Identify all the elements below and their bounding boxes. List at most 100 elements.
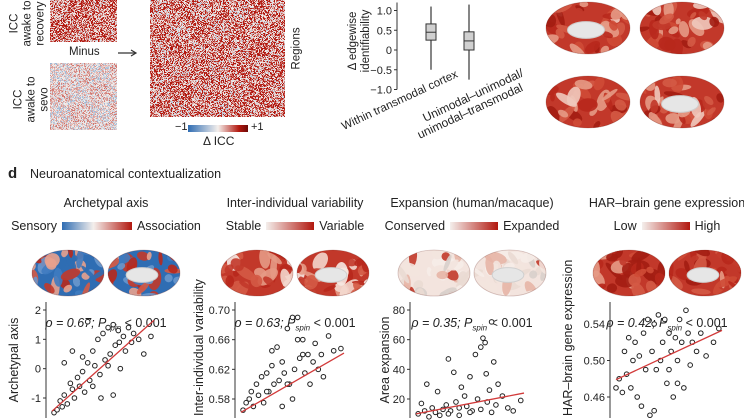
legend-colorbar — [641, 222, 690, 230]
rho-text: ρ = 0.42; — [606, 316, 660, 330]
boxplot-ytick-label: 1.0 — [377, 6, 392, 18]
scatter-point — [305, 351, 311, 358]
scatter-point — [246, 396, 253, 402]
scatter-point — [117, 365, 124, 372]
scatter-point — [255, 392, 262, 399]
scatter-point — [613, 385, 619, 391]
scatter-point — [710, 339, 717, 346]
context-legend: Sensory Association — [6, 219, 206, 233]
scatter-ytick-label: 0.46 — [584, 392, 605, 404]
scatter-point — [307, 381, 313, 387]
delta-identifiability-brain-maps — [545, 1, 725, 129]
regression-line — [615, 329, 723, 381]
scatter-point — [478, 406, 484, 413]
scatter-point — [638, 403, 645, 409]
scatter-point — [472, 351, 479, 358]
scatter-point — [260, 399, 267, 406]
scatter-point — [685, 330, 691, 336]
scatter-point — [130, 330, 137, 337]
delta-icc-matrix — [150, 0, 285, 117]
p-value: < 0.001 — [490, 316, 533, 330]
regression-line — [240, 352, 345, 413]
scatter-point — [289, 314, 296, 321]
p-text: P — [98, 316, 107, 330]
scatter-ytick-label: 0.62 — [209, 364, 230, 376]
scatter-point — [445, 356, 452, 362]
scatter-point — [672, 334, 679, 341]
icc-sevo-matrix — [50, 63, 117, 130]
scatter-point — [90, 348, 96, 354]
p-text: P — [659, 316, 668, 330]
regression-line — [51, 319, 155, 412]
scatter-point — [120, 333, 127, 340]
p-value: < 0.001 — [313, 316, 356, 330]
boxplot-ytick-label: −1.0 — [370, 85, 392, 97]
scatter-point — [488, 319, 495, 325]
scatter-point — [505, 405, 511, 411]
context-title: Archetypal axis — [63, 196, 149, 210]
scatter-point — [458, 384, 465, 390]
scatter-point — [642, 366, 649, 373]
scatter-point — [253, 381, 260, 387]
scatter-point — [490, 359, 497, 365]
scatter-point — [683, 307, 689, 314]
scatter-point — [628, 385, 634, 391]
scatter-point — [116, 339, 123, 346]
legend-high-label: Variable — [319, 219, 365, 233]
scatter-point — [478, 344, 484, 350]
scatter-point — [670, 394, 677, 400]
scatter-point — [141, 351, 147, 357]
scatter-point — [64, 401, 71, 407]
scatter-point — [456, 412, 463, 419]
scatter-point — [110, 321, 116, 328]
scatter-point — [310, 359, 316, 365]
scatter-point — [647, 412, 653, 419]
scatter-point — [84, 360, 91, 366]
scatter-point — [651, 321, 657, 327]
scatter-point — [271, 381, 277, 387]
scatter-point — [102, 357, 108, 363]
scatter-point — [424, 381, 430, 387]
scatter-point — [418, 400, 425, 407]
spin-test-stat: ρ = 0.67; Pspin < 0.001 — [6, 316, 206, 333]
scatter-point — [640, 330, 647, 336]
scatter-point — [619, 389, 626, 396]
context-brain-medial — [668, 249, 742, 297]
context-title: HAR–brain gene expression — [588, 196, 744, 210]
spin-test-stat: ρ = 0.35; Pspin < 0.001 — [372, 316, 572, 333]
legend-low-label: Low — [613, 219, 637, 233]
scatter-point — [632, 339, 638, 346]
p-subscript: spin — [472, 323, 488, 333]
scatter-point — [330, 347, 337, 354]
scatter-point — [320, 373, 327, 380]
scatter-ylabel: Inter-individual variability — [192, 278, 206, 416]
scatter-point — [300, 351, 306, 358]
scatter-point — [61, 360, 68, 366]
scatter-point — [125, 324, 132, 331]
legend-colorbar — [450, 222, 499, 230]
spin-test-stat: ρ = 0.63; Pspin < 0.001 — [195, 316, 395, 333]
scatter-point — [97, 371, 103, 378]
scatter-ytick-label: 0.58 — [209, 394, 230, 406]
colorbar-label: Δ ICC — [203, 134, 235, 148]
scatter-point — [445, 411, 452, 417]
scatter-ytick-label: -1 — [31, 393, 41, 405]
delta-icc-colorbar — [188, 125, 248, 132]
context-title: Inter-individual variability — [226, 196, 364, 210]
scatter-point — [659, 339, 666, 346]
scatter-point — [434, 388, 441, 395]
scatter-point — [625, 334, 632, 341]
scatter-point — [661, 316, 668, 323]
scatter-point — [98, 395, 104, 401]
scatter-point — [649, 348, 655, 355]
scatter-point — [59, 404, 66, 410]
boxplot-ytick-label: 0 — [386, 45, 392, 57]
scatter-ytick-label: 0.66 — [209, 335, 230, 347]
scatter-point — [480, 335, 486, 341]
scatter-point — [666, 366, 672, 373]
scatter-ylabel: Archetypal axis — [7, 318, 21, 403]
scatter-point — [279, 403, 286, 410]
scatter-point — [79, 354, 86, 360]
scatter-point — [664, 380, 670, 387]
